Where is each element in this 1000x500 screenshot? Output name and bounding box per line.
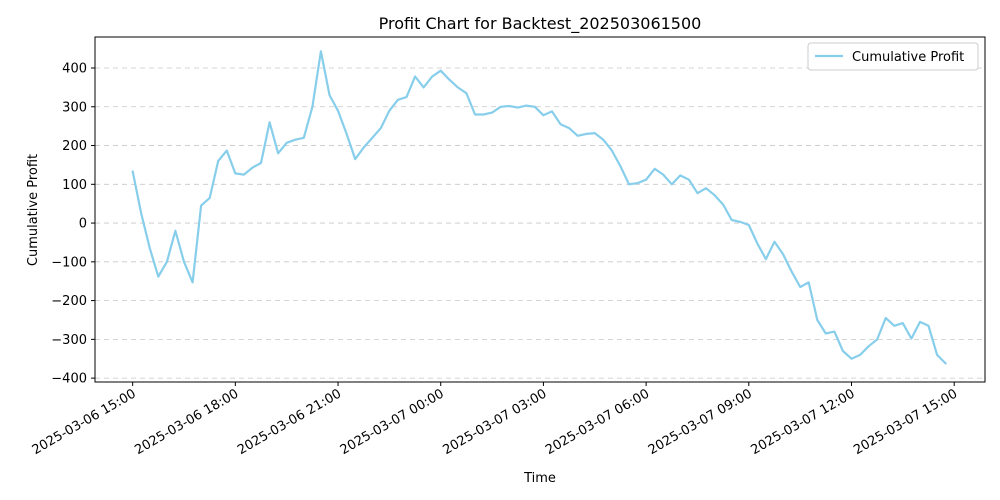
y-tick-label: 100 — [62, 178, 87, 193]
y-tick-label: −100 — [51, 255, 87, 270]
x-tick-label: 2025-03-06 21:00 — [235, 386, 344, 458]
x-tick-label: 2025-03-07 15:00 — [851, 386, 960, 458]
y-tick-label: 300 — [62, 100, 87, 115]
y-axis: −400 −300 −200 −100 0 100 200 300 400 — [51, 62, 95, 387]
y-tick-label: −300 — [51, 333, 87, 348]
x-tick-label: 2025-03-06 15:00 — [30, 386, 139, 458]
x-axis-label: Time — [523, 471, 556, 486]
x-tick-label: 2025-03-07 09:00 — [646, 386, 755, 458]
x-tick-label: 2025-03-07 00:00 — [338, 386, 447, 458]
legend-label: Cumulative Profit — [852, 50, 964, 65]
x-tick-label: 2025-03-06 18:00 — [132, 386, 241, 458]
y-tick-label: −200 — [51, 294, 87, 309]
y-tick-label: 400 — [62, 62, 87, 77]
plot-frame — [94, 36, 986, 383]
series-line-cumulative-profit — [131, 50, 947, 365]
y-gridlines — [95, 67, 985, 379]
legend: Cumulative Profit — [807, 42, 979, 71]
chart-title: Profit Chart for Backtest_202503061500 — [379, 14, 702, 34]
y-axis-label: Cumulative Profit — [26, 154, 41, 266]
y-tick-label: 200 — [62, 139, 87, 154]
y-tick-label: 0 — [79, 217, 87, 232]
x-tick-label: 2025-03-07 06:00 — [543, 386, 652, 458]
x-tick-label: 2025-03-07 03:00 — [440, 386, 549, 458]
legend-box — [807, 42, 979, 71]
x-tick-label: 2025-03-07 12:00 — [749, 386, 858, 458]
y-tick-label: −400 — [51, 372, 87, 387]
